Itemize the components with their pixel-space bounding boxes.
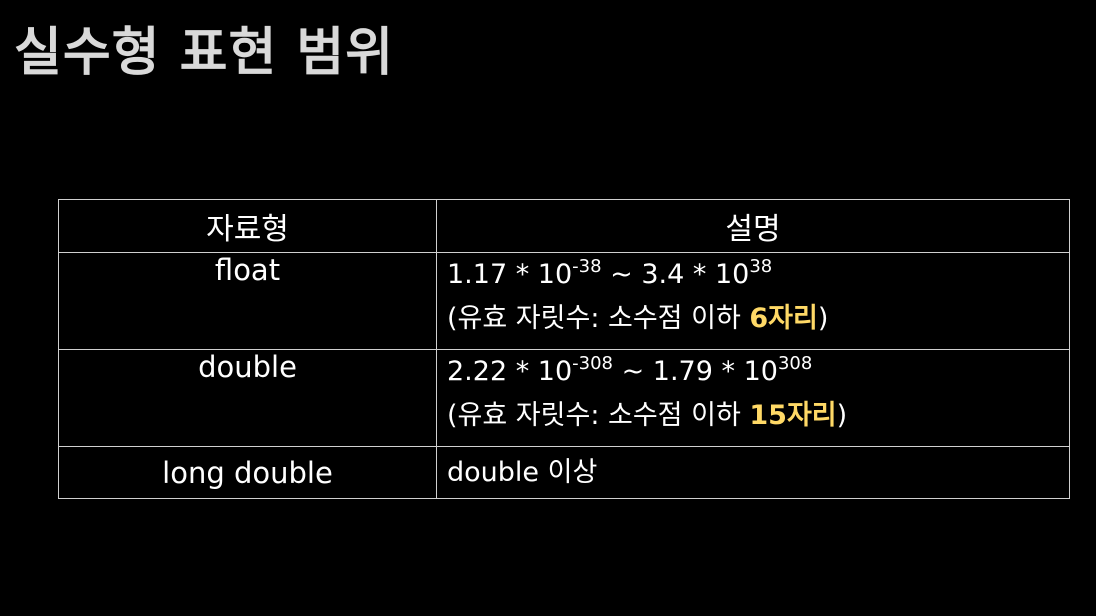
type-float: float bbox=[58, 252, 437, 350]
range-min-mantissa: 2.22 * 10 bbox=[447, 356, 573, 387]
range-line: 2.22 * 10-308 ~ 1.79 * 10308 bbox=[447, 350, 1059, 394]
type-long-double: long double bbox=[58, 446, 437, 499]
table-row: float 1.17 * 10-38 ~ 3.4 * 1038 (유효 자릿수:… bbox=[58, 252, 1070, 350]
precision-prefix: (유효 자릿수: 소수점 이하 bbox=[447, 303, 750, 334]
range-min-mantissa: 1.17 * 10 bbox=[447, 259, 573, 290]
header-type: 자료형 bbox=[58, 199, 437, 253]
range-max-exponent: 38 bbox=[749, 256, 773, 277]
precision-line: (유효 자릿수: 소수점 이하 15자리) bbox=[447, 394, 1059, 438]
description-long-double: double 이상 bbox=[436, 446, 1070, 499]
range-max-mantissa: 1.79 * 10 bbox=[652, 356, 778, 387]
precision-prefix: (유효 자릿수: 소수점 이하 bbox=[447, 400, 750, 431]
range-separator: ~ bbox=[613, 356, 653, 387]
table-header-row: 자료형 설명 bbox=[58, 199, 1070, 253]
range-max-mantissa: 3.4 * 10 bbox=[641, 259, 750, 290]
precision-suffix: ) bbox=[836, 400, 848, 431]
precision-highlight: 15자리 bbox=[749, 400, 837, 431]
description-double: 2.22 * 10-308 ~ 1.79 * 10308 (유효 자릿수: 소수… bbox=[436, 349, 1070, 447]
table-row: double 2.22 * 10-308 ~ 1.79 * 10308 (유효 … bbox=[58, 349, 1070, 447]
precision-highlight: 6자리 bbox=[749, 303, 818, 334]
range-line: 1.17 * 10-38 ~ 3.4 * 1038 bbox=[447, 253, 1059, 297]
precision-line: (유효 자릿수: 소수점 이하 6자리) bbox=[447, 297, 1059, 341]
header-description: 설명 bbox=[436, 199, 1070, 253]
float-range-table: 자료형 설명 float 1.17 * 10-38 ~ 3.4 * 1038 (… bbox=[58, 199, 1070, 499]
precision-suffix: ) bbox=[817, 303, 829, 334]
range-min-exponent: -308 bbox=[572, 353, 613, 374]
range-separator: ~ bbox=[601, 259, 642, 290]
page-title: 실수형 표현 범위 bbox=[14, 23, 395, 83]
type-double: double bbox=[58, 349, 437, 447]
description-float: 1.17 * 10-38 ~ 3.4 * 1038 (유효 자릿수: 소수점 이… bbox=[436, 252, 1070, 350]
range-max-exponent: 308 bbox=[777, 353, 813, 374]
range-min-exponent: -38 bbox=[572, 256, 602, 277]
table-row: long double double 이상 bbox=[58, 446, 1070, 499]
